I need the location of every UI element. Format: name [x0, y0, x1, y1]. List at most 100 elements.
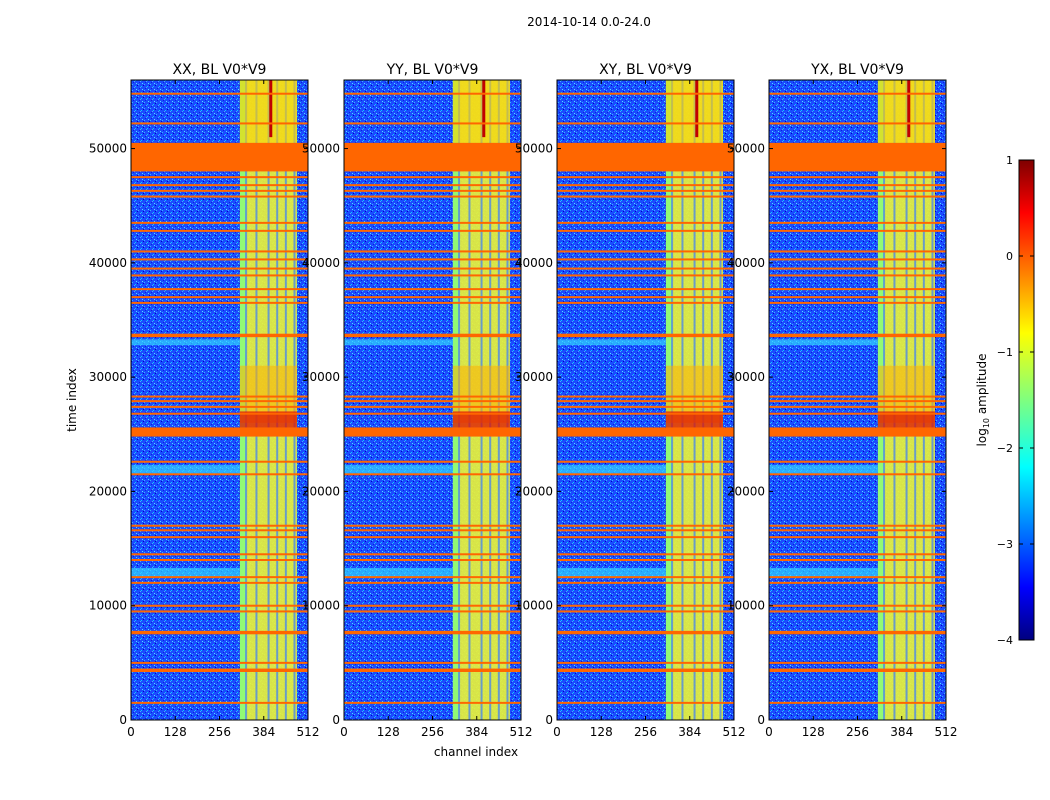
- flag-line: [131, 221, 308, 224]
- y-tick-label: 10000: [302, 599, 340, 613]
- cyan-streak: [344, 568, 453, 578]
- flag-band: [131, 333, 308, 338]
- flag-line: [557, 553, 734, 556]
- colorbar-tick-label: −4: [997, 634, 1013, 647]
- flag-line: [769, 405, 946, 408]
- colorbar-label-rest: amplitude: [975, 354, 989, 418]
- flag-line: [557, 221, 734, 224]
- flag-line: [131, 412, 308, 415]
- flag-line: [131, 400, 308, 403]
- y-tick-label: 30000: [302, 370, 340, 384]
- flag-line: [769, 553, 946, 556]
- flag-line: [769, 536, 946, 539]
- flag-line: [344, 274, 521, 277]
- flag-line: [769, 559, 946, 561]
- flag-line: [557, 195, 734, 198]
- top-red-line: [269, 80, 273, 138]
- x-tick-label: 0: [553, 725, 561, 739]
- flag-line: [344, 92, 521, 95]
- colorbar-label-main: log: [975, 428, 989, 446]
- y-tick-label: 0: [545, 713, 553, 727]
- y-tick-label: 20000: [727, 484, 765, 498]
- flag-line: [557, 92, 734, 95]
- flag-line: [131, 229, 308, 232]
- flag-line: [131, 460, 308, 463]
- colorbar-label: log10 amplitude: [975, 354, 991, 447]
- flag-line: [344, 395, 521, 398]
- flag-line: [131, 661, 308, 664]
- flag-line: [557, 288, 734, 291]
- x-tick-label: 384: [890, 725, 913, 739]
- flag-line: [344, 258, 521, 261]
- flag-line: [131, 604, 308, 607]
- colorbar-ticks: 1 0 −1 −2 −3 −4: [997, 154, 1034, 647]
- y-tick-label: 10000: [89, 599, 127, 613]
- flag-line: [344, 400, 521, 403]
- x-tick-label: 512: [935, 725, 958, 739]
- flag-line: [344, 250, 521, 253]
- flag-band: [557, 142, 734, 172]
- flag-line: [557, 610, 734, 613]
- y-tick-label: 10000: [515, 599, 553, 613]
- flag-line: [344, 221, 521, 224]
- flag-line: [557, 122, 734, 125]
- top-red-line: [482, 80, 486, 138]
- y-tick-label: 20000: [89, 484, 127, 498]
- flag-line: [131, 524, 308, 527]
- flag-line: [557, 229, 734, 232]
- panel-4: YX, BL V0*V9 0 128 256 384 512 0 10000 20000 3000…: [727, 62, 958, 739]
- heatmap-image: [557, 80, 734, 720]
- cyan-streak: [769, 568, 878, 578]
- flag-line: [344, 610, 521, 613]
- x-tick-label: 512: [723, 725, 746, 739]
- flag-band: [769, 142, 946, 172]
- flag-line: [131, 250, 308, 253]
- flag-line: [769, 473, 946, 476]
- y-tick-label: 50000: [727, 142, 765, 156]
- colorbar-tick-label: 0: [1006, 250, 1013, 263]
- flag-line: [557, 701, 734, 704]
- flag-line: [557, 473, 734, 476]
- top-patch: [665, 80, 723, 143]
- heatmap-image: [344, 80, 521, 720]
- y-axis-label: time index: [65, 368, 79, 432]
- flag-line: [557, 412, 734, 415]
- flag-band: [557, 427, 734, 437]
- flag-line: [131, 559, 308, 561]
- flag-line: [344, 189, 521, 192]
- panel-title: XX, BL V0*V9: [173, 62, 267, 78]
- flag-line: [344, 229, 521, 232]
- y-tick-label: 20000: [302, 484, 340, 498]
- flag-line: [131, 274, 308, 277]
- flag-line: [769, 176, 946, 179]
- flag-line: [557, 274, 734, 277]
- cyan-streak: [769, 465, 878, 475]
- flag-band: [557, 668, 734, 672]
- flag-line: [769, 229, 946, 232]
- y-tick-label: 40000: [727, 256, 765, 270]
- colorbar-tick-label: 1: [1006, 154, 1013, 167]
- flag-line: [131, 195, 308, 198]
- flag-line: [557, 460, 734, 463]
- cyan-streak: [557, 465, 666, 475]
- panel-title: XY, BL V0*V9: [599, 62, 692, 78]
- flag-line: [769, 250, 946, 253]
- panel-title: YY, BL V0*V9: [386, 62, 479, 78]
- panel-1: XX, BL V0*V9 0 128 256 384 512 0 10000 20000 3000…: [89, 62, 320, 739]
- top-red-line: [907, 80, 911, 138]
- flag-line: [131, 536, 308, 539]
- flag-line: [557, 176, 734, 179]
- y-tick-label: 0: [332, 713, 340, 727]
- cyan-streak: [344, 465, 453, 475]
- flag-line: [769, 258, 946, 261]
- flag-line: [557, 405, 734, 408]
- flag-line: [344, 553, 521, 556]
- heatmap-image: [131, 80, 308, 720]
- x-axis-label: channel index: [434, 745, 518, 759]
- flag-band: [131, 427, 308, 437]
- flag-line: [131, 267, 308, 270]
- flag-band: [769, 333, 946, 338]
- flag-line: [557, 301, 734, 304]
- flag-line: [344, 405, 521, 408]
- top-patch: [239, 80, 297, 143]
